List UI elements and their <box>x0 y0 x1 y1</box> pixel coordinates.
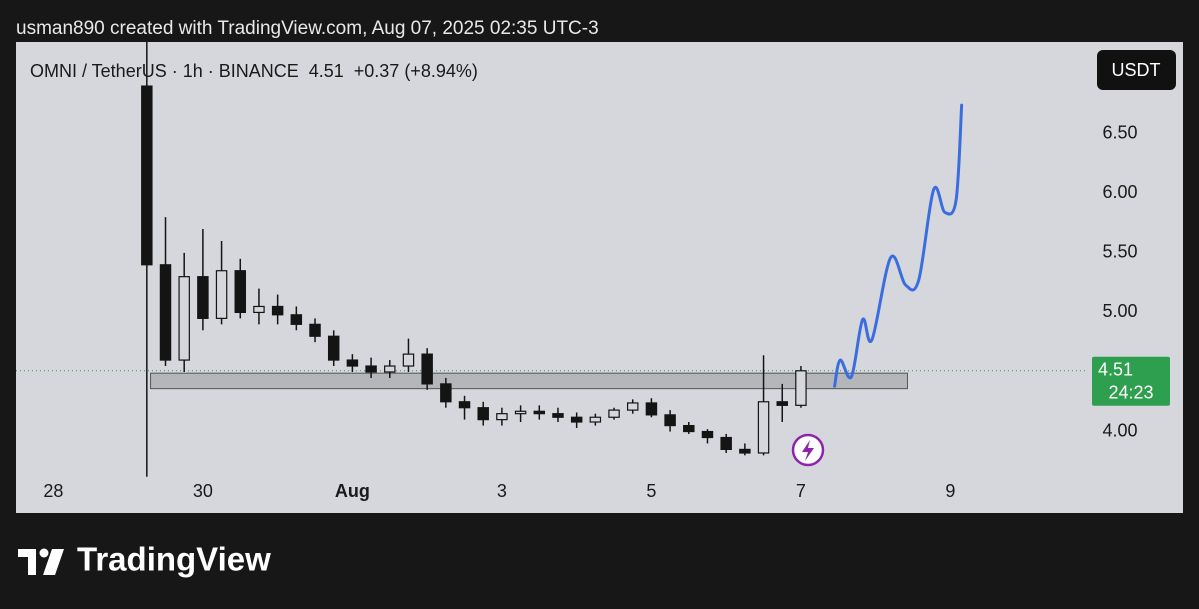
candle-body <box>608 409 620 418</box>
candle-body <box>552 413 564 418</box>
candle-body <box>570 416 583 423</box>
x-tick-label: Aug <box>335 481 370 501</box>
x-tick-label: 3 <box>497 481 507 501</box>
candle-body <box>795 370 807 406</box>
candle-body <box>197 276 209 319</box>
candle-body <box>346 359 359 367</box>
candle-body <box>477 407 489 421</box>
footer-brand: TradingView <box>77 541 271 578</box>
price-label-box <box>1092 356 1170 406</box>
candle-body <box>514 410 527 415</box>
candle-body <box>458 401 471 409</box>
y-tick-label: 6.50 <box>1102 122 1137 142</box>
candle-body <box>626 402 639 411</box>
y-tick-label: 4.00 <box>1102 420 1137 440</box>
plot-area <box>16 42 1085 477</box>
chart-title: OMNI / TetherUS · 1h · BINANCE 4.51 +0.3… <box>30 61 478 81</box>
candle-body <box>365 365 377 373</box>
y-tick-label: 5.50 <box>1102 242 1137 262</box>
candle-body <box>701 430 714 439</box>
y-tick-label: 6.00 <box>1102 182 1137 202</box>
countdown-label: 24:23 <box>1108 383 1153 403</box>
header: usman890 created with TradingView.com, A… <box>16 18 599 39</box>
candle-body <box>309 323 321 337</box>
price-label: 4.51 <box>1098 360 1133 380</box>
candle-body <box>234 270 247 314</box>
candle-body <box>141 85 153 266</box>
y-tick-label: 5.00 <box>1102 301 1137 321</box>
candle-body <box>739 448 751 454</box>
candle-body <box>645 402 658 416</box>
candle-body <box>589 416 602 423</box>
candle-body <box>720 436 732 451</box>
candle-body <box>683 424 695 433</box>
candle-body <box>215 270 228 319</box>
x-tick-label: 5 <box>646 481 656 501</box>
candle-body <box>757 401 770 454</box>
candle-body <box>159 264 172 361</box>
candle-body <box>776 401 788 406</box>
candle-body <box>421 353 433 385</box>
support-zone <box>150 372 908 390</box>
candle-body <box>178 276 190 361</box>
candle-body <box>384 365 396 373</box>
candle-body <box>440 383 452 403</box>
x-tick-label: 7 <box>796 481 806 501</box>
projection-line <box>833 103 964 388</box>
x-tick-label: 28 <box>43 481 63 501</box>
candle-body <box>271 305 284 316</box>
currency-badge[interactable] <box>1097 50 1176 90</box>
candle-body <box>533 410 546 415</box>
x-tick-label: 30 <box>193 481 213 501</box>
candle-body <box>496 413 508 421</box>
footer-logo <box>18 548 64 575</box>
chart-panel <box>16 42 1183 513</box>
candle-body <box>664 414 676 427</box>
candle-body <box>327 335 340 361</box>
candle-body <box>253 305 265 314</box>
event-icon-bolt <box>802 440 814 461</box>
candle-body <box>290 314 303 325</box>
x-tick-label: 9 <box>945 481 955 501</box>
currency-label: USDT <box>1112 60 1161 80</box>
candle-body <box>402 353 415 367</box>
